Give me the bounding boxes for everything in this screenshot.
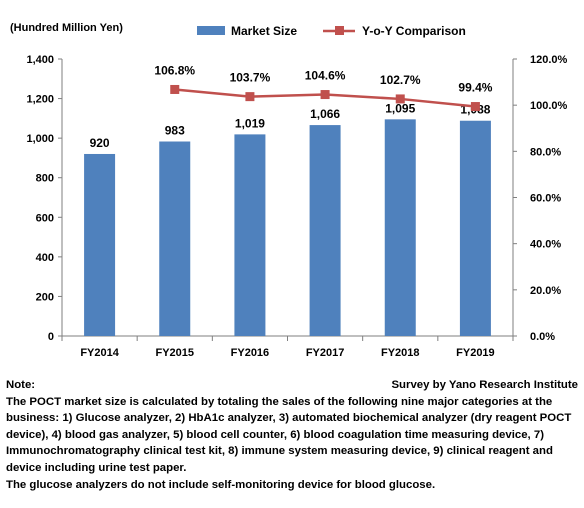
bar-market-size: [384, 119, 416, 336]
poct-market-chart: (Hundred Million Yen) Market Size Y-o-Y …: [10, 22, 568, 359]
yoy-value-label: 103.7%: [230, 71, 271, 85]
bar-market-size: [159, 141, 191, 336]
yoy-line-layer: [170, 84, 480, 112]
left-tick-label: 1,000: [26, 133, 54, 145]
right-tick-label: 60.0%: [530, 193, 561, 205]
bar-value-label: 920: [90, 136, 110, 150]
yoy-data-labels: 106.8% 103.7% 104.6% 102.7% 99.4%: [154, 63, 492, 94]
yoy-point-marker: [170, 84, 180, 94]
left-tick-label: 200: [36, 291, 54, 303]
axes: 0 200 400 600 800 1,000 1,200 1,400 0.0% 20.0% 40.…: [26, 54, 567, 359]
left-tick-label: 600: [36, 212, 54, 224]
category-label: FY2017: [306, 347, 345, 359]
yoy-value-label: 99.4%: [458, 81, 492, 95]
left-tick-label: 1,200: [26, 94, 54, 106]
yoy-point-marker: [470, 102, 480, 112]
right-tick-label: 100.0%: [530, 100, 568, 112]
source-credit: Survey by Yano Research Institute: [391, 379, 578, 391]
notes: Note: Survey by Yano Research Institute …: [6, 377, 580, 493]
yoy-point-marker: [245, 92, 255, 102]
left-tick-label: 1,400: [26, 54, 54, 66]
legend-market-size-label: Market Size: [231, 24, 297, 38]
category-label: FY2016: [231, 347, 270, 359]
bar-value-label: 983: [165, 124, 185, 138]
legend: Market Size Y-o-Y Comparison: [197, 24, 466, 38]
note-heading: Note:: [6, 379, 36, 391]
right-tick-label: 0.0%: [530, 331, 555, 343]
note-paragraph-2: The glucose analyzers do not include sel…: [6, 478, 436, 491]
legend-yoy-label: Y-o-Y Comparison: [362, 24, 466, 38]
bar-market-size: [309, 125, 341, 336]
bar-value-label: 1,066: [310, 107, 340, 121]
legend-yoy-marker: [335, 26, 344, 35]
left-axis-unit-label: (Hundred Million Yen): [10, 22, 123, 34]
category-label: FY2015: [155, 347, 194, 359]
legend-market-size-swatch: [197, 26, 225, 35]
yoy-point-marker: [395, 94, 405, 104]
bars: [84, 119, 491, 336]
category-label: FY2014: [80, 347, 119, 359]
yoy-value-label: 102.7%: [380, 73, 421, 87]
notes-header-row: Note: Survey by Yano Research Institute: [6, 377, 580, 394]
bar-market-size: [459, 120, 491, 336]
right-tick-label: 40.0%: [530, 239, 561, 251]
right-tick-label: 120.0%: [530, 54, 568, 66]
bar-value-label: 1,019: [235, 116, 265, 130]
bar-market-size: [84, 153, 116, 336]
left-tick-label: 0: [48, 331, 54, 343]
left-tick-label: 400: [36, 252, 54, 264]
right-tick-label: 80.0%: [530, 146, 561, 158]
bar-market-size: [234, 134, 266, 336]
right-tick-label: 20.0%: [530, 285, 561, 297]
note-paragraph-1: The POCT market size is calculated by to…: [6, 395, 572, 474]
category-label: FY2018: [381, 347, 420, 359]
yoy-point-marker: [320, 90, 330, 100]
left-tick-label: 800: [36, 173, 54, 185]
category-label: FY2019: [456, 347, 495, 359]
yoy-value-label: 104.6%: [305, 69, 346, 83]
yoy-value-label: 106.8%: [154, 63, 195, 77]
bar-value-label: 1,095: [385, 101, 415, 115]
